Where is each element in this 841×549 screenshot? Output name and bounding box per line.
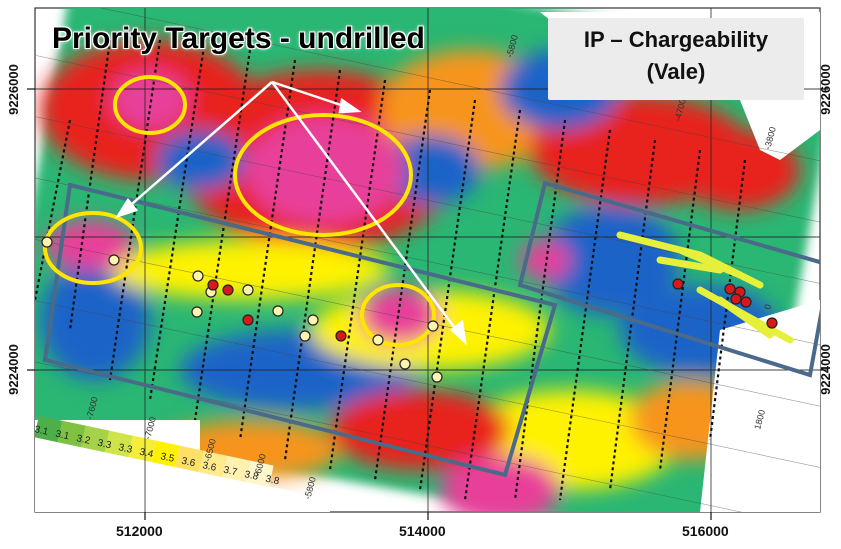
scale-label: 3.8 — [243, 469, 259, 483]
survey-boxes — [42, 180, 820, 478]
y-tick-left-9224000: 9224000 — [5, 344, 21, 395]
drill-collars — [41, 236, 778, 383]
scale-label: 3.3 — [96, 438, 112, 452]
scale-label: 3.7 — [222, 465, 238, 479]
target-arrows — [115, 80, 467, 346]
scale-label: 3.4 — [138, 447, 154, 461]
colour-scale-labels: 3.1 3.1 3.2 3.3 3.3 3.4 3.5 3.6 3.6 3.7 3.8 3.8 — [33, 424, 281, 488]
y-tick-right-9224000: 9224000 — [817, 344, 833, 395]
ip-survey-lines — [35, 39, 747, 501]
axis-ticks — [27, 88, 828, 520]
priority-target-circles — [43, 75, 436, 347]
scale-label: 3.6 — [201, 460, 217, 474]
x-tick-514000: 514000 — [399, 523, 446, 539]
scale-label: 3.1 — [54, 429, 70, 443]
colour-scale — [35, 415, 274, 488]
scale-label: 3.2 — [75, 433, 91, 447]
scale-label: 3.1 — [33, 424, 49, 438]
x-tick-516000: 516000 — [682, 523, 729, 539]
legend-box: IP – Chargeability (Vale) — [548, 18, 804, 100]
scale-label: 3.6 — [180, 456, 196, 470]
scale-label: 3.3 — [117, 442, 133, 456]
map-title: Priority Targets - undrilled — [52, 22, 425, 55]
y-tick-left-9226000: 9226000 — [5, 64, 21, 115]
legend-line-2: (Vale) — [646, 59, 706, 84]
scale-label: 3.8 — [264, 474, 280, 488]
drill-traces — [616, 231, 794, 344]
x-tick-512000: 512000 — [116, 523, 163, 539]
survey-line-label: 0 — [762, 303, 773, 310]
legend-line-1: IP – Chargeability — [583, 27, 769, 52]
scale-label: 3.5 — [159, 451, 175, 465]
y-tick-right-9226000: 9226000 — [817, 64, 833, 115]
